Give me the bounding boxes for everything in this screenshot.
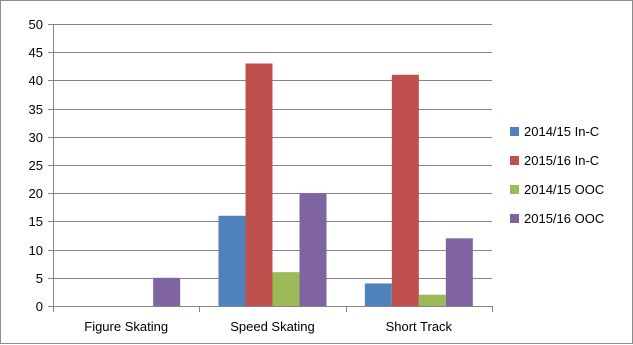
x-category-label: Figure Skating bbox=[84, 319, 168, 334]
legend: 2014/15 In-C 2015/16 In-C 2014/15 OOC 2015/… bbox=[510, 124, 604, 226]
legend-swatch bbox=[510, 156, 519, 165]
legend-label: 2014/15 OOC bbox=[524, 182, 604, 197]
bar bbox=[364, 283, 392, 306]
y-tick-label: 35 bbox=[29, 102, 43, 117]
bar bbox=[272, 272, 300, 306]
bar bbox=[418, 294, 446, 306]
legend-swatch bbox=[510, 185, 519, 194]
y-tick-label: 25 bbox=[29, 158, 43, 173]
y-tick-label: 40 bbox=[29, 73, 43, 88]
bars bbox=[153, 63, 473, 307]
y-tick-label: 50 bbox=[29, 17, 43, 32]
bar bbox=[391, 74, 419, 306]
y-tick-label: 10 bbox=[29, 243, 43, 258]
y-tick-label: 5 bbox=[36, 271, 43, 286]
legend-label: 2015/16 OOC bbox=[524, 211, 604, 226]
x-category-label: Speed Skating bbox=[230, 319, 315, 334]
legend-swatch bbox=[510, 127, 519, 136]
legend-swatch bbox=[510, 214, 519, 223]
legend-label: 2015/16 In-C bbox=[524, 153, 599, 168]
bar bbox=[153, 277, 181, 306]
y-tick-label: 45 bbox=[29, 45, 43, 60]
y-tick-label: 20 bbox=[29, 186, 43, 201]
bar bbox=[445, 238, 473, 306]
bar bbox=[218, 215, 246, 306]
bar bbox=[299, 193, 327, 306]
y-tick-label: 30 bbox=[29, 130, 43, 145]
y-tick-label: 15 bbox=[29, 214, 43, 229]
axes: 0 5 10 15 20 25 30 35 40 45 50 Figure Skating Speed … bbox=[29, 17, 493, 334]
bar bbox=[245, 63, 273, 307]
y-tick-label: 0 bbox=[36, 299, 43, 314]
x-category-label: Short Track bbox=[386, 319, 453, 334]
legend-label: 2014/15 In-C bbox=[524, 124, 599, 139]
